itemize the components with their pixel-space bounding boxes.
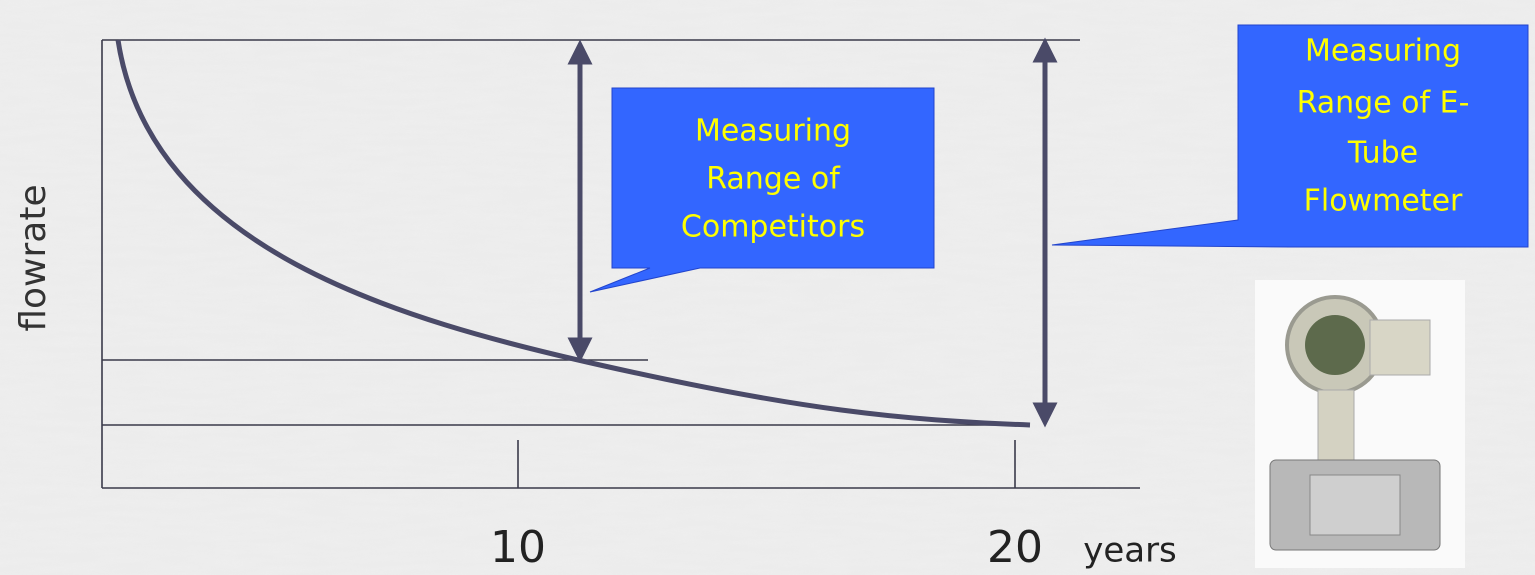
page: flowrate 10 20 years Measuring Range of …	[0, 0, 1535, 575]
slide: flowrate 10 20 years Measuring Range of …	[0, 0, 1535, 575]
callout-text: Competitors	[681, 210, 865, 245]
callout-text: Tube	[1347, 136, 1418, 171]
callout-text: Range of E-	[1297, 86, 1470, 121]
callout-text: Flowmeter	[1304, 184, 1463, 219]
callout-text: Measuring	[695, 114, 851, 149]
y-label: flowrate	[13, 184, 54, 331]
x-tick-label: 20	[987, 522, 1043, 573]
device-photo	[1255, 280, 1465, 568]
x-unit: years	[1083, 531, 1177, 571]
callout-text: Measuring	[1305, 34, 1461, 69]
x-tick-label: 10	[490, 522, 546, 573]
callout-text: Range of	[706, 162, 841, 197]
